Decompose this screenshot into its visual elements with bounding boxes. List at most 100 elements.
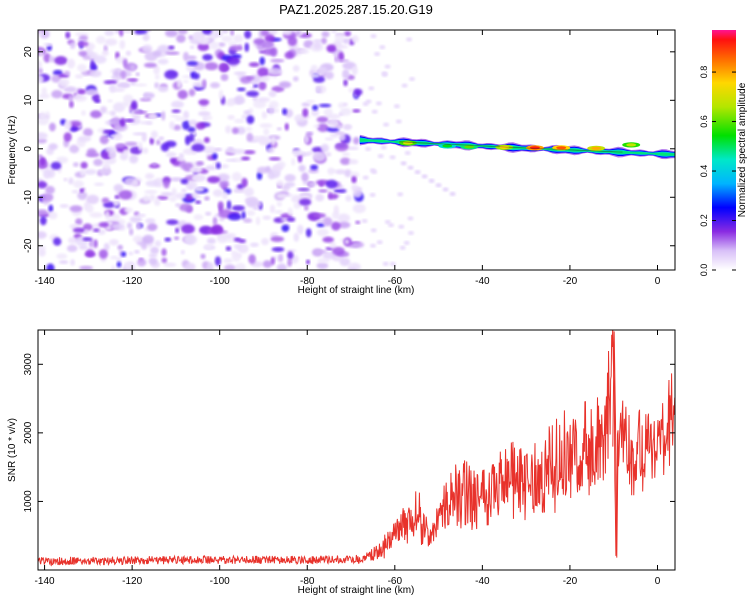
noise-blob	[163, 180, 170, 189]
bottom-x-axis: -140 -120 -100 -80 -60 -40 -20 0	[35, 330, 661, 587]
noise-blob	[165, 151, 177, 158]
noise-blob	[138, 141, 143, 152]
noise-blob	[204, 243, 213, 250]
noise-blob	[126, 78, 139, 82]
noise-blob	[227, 213, 242, 221]
colorbar-tick-label: 0.6	[699, 115, 709, 128]
noise-blob	[183, 234, 198, 245]
noise-blob	[313, 124, 320, 128]
noise-blob	[231, 172, 242, 182]
noise-blob	[388, 223, 394, 228]
noise-blob	[331, 30, 337, 34]
noise-blob	[141, 44, 153, 53]
noise-blob	[51, 90, 63, 99]
noise-blob	[352, 203, 366, 214]
noise-blob	[214, 256, 221, 266]
noise-blob	[297, 224, 304, 235]
noise-blob	[192, 151, 197, 155]
noise-blob	[352, 189, 363, 198]
noise-blob	[154, 82, 160, 89]
noise-blob	[69, 205, 83, 213]
noise-blob	[389, 261, 396, 266]
noise-blob	[370, 34, 377, 39]
noise-blob	[334, 55, 339, 63]
noise-blob	[347, 146, 359, 151]
noise-blob	[116, 257, 122, 262]
noise-blob	[333, 205, 339, 215]
noise-blob	[135, 72, 140, 76]
noise-blob	[191, 143, 205, 152]
noise-blob	[308, 169, 319, 174]
noise-blob	[421, 174, 428, 179]
noise-blob	[338, 102, 345, 109]
noise-blob	[243, 218, 253, 223]
noise-blob	[119, 117, 126, 127]
noise-blob	[365, 147, 372, 151]
noise-blob	[54, 56, 68, 65]
noise-blob	[234, 95, 245, 105]
noise-blob	[107, 99, 113, 103]
noise-blob	[284, 174, 296, 182]
noise-blob	[408, 231, 414, 235]
noise-blob	[224, 264, 236, 270]
noise-blob	[284, 51, 294, 59]
noise-blob	[317, 258, 330, 264]
noise-blob	[169, 195, 177, 202]
noise-blob	[241, 156, 251, 161]
noise-blob	[301, 172, 309, 182]
noise-blob	[262, 260, 273, 268]
noise-blob	[173, 124, 182, 131]
noise-blob	[343, 79, 348, 87]
x-tick-label: -120	[122, 576, 142, 587]
noise-blob	[84, 251, 96, 257]
signal-hotspot-core	[591, 146, 602, 150]
noise-blob	[58, 78, 70, 88]
noise-blob	[180, 178, 189, 185]
noise-blob	[86, 148, 97, 156]
noise-blob	[51, 74, 62, 83]
noise-blob	[178, 153, 184, 159]
noise-blob	[122, 58, 128, 68]
noise-blob	[75, 32, 89, 37]
noise-blob	[442, 187, 449, 192]
noise-blob	[148, 253, 158, 258]
noise-blob	[194, 186, 205, 192]
noise-blob	[79, 244, 88, 250]
noise-blob	[243, 110, 251, 116]
noise-blob	[371, 109, 378, 114]
noise-blob	[182, 120, 191, 130]
noise-blob	[293, 232, 300, 242]
noise-blob	[282, 108, 288, 116]
noise-blob	[218, 63, 229, 73]
noise-blob	[72, 227, 87, 233]
noise-blob	[77, 41, 89, 47]
noise-blob	[316, 116, 329, 123]
noise-blob	[377, 154, 384, 159]
noise-blob	[133, 115, 140, 119]
noise-blob	[124, 141, 138, 147]
noise-blob	[86, 204, 94, 214]
noise-blob	[115, 143, 126, 148]
noise-blob	[264, 34, 275, 44]
noise-blob	[305, 228, 312, 238]
noise-blob	[407, 165, 414, 170]
noise-blob	[305, 99, 316, 104]
noise-blob	[261, 111, 268, 119]
noise-blob	[83, 169, 97, 175]
noise-blob	[370, 243, 376, 248]
noise-blob	[119, 83, 131, 87]
noise-blob	[105, 210, 110, 220]
noise-blob	[98, 249, 108, 259]
noise-blob	[409, 77, 415, 81]
noise-blob	[297, 154, 303, 163]
noise-blob	[210, 226, 224, 235]
noise-blob	[375, 101, 382, 106]
noise-blob	[59, 204, 69, 208]
noise-blob	[145, 180, 160, 187]
noise-blob	[218, 42, 226, 47]
noise-blob	[82, 223, 93, 231]
noise-blob	[80, 161, 88, 169]
top-x-axis: -140 -120 -100 -80 -60 -40 -20 0	[35, 30, 661, 287]
noise-blob	[174, 192, 187, 200]
noise-blob	[77, 135, 92, 142]
